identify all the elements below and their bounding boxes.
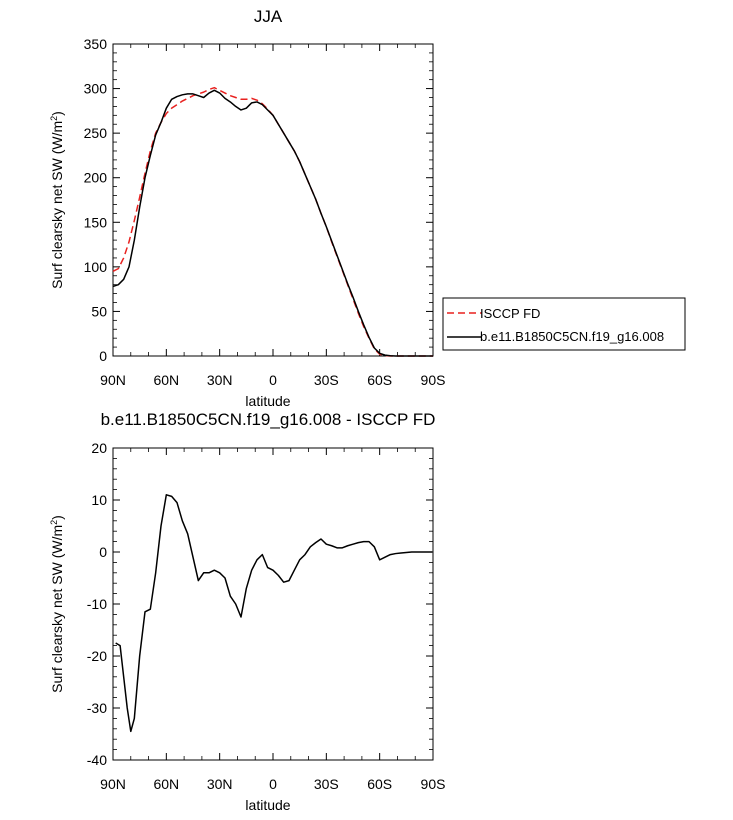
top-axis-ticks [112,43,434,357]
top-chart-title: JJA [254,7,283,26]
x-tick-label: 60S [367,776,392,792]
series-line-model [112,89,433,357]
y-tick-label: 0 [99,348,107,364]
x-tick-label: 90N [100,372,126,388]
x-tick-label: 90S [421,776,446,792]
x-tick-label: 0 [269,372,277,388]
x-tick-label: 30N [207,372,233,388]
y-tick-label: 0 [99,544,107,560]
legend-label-model: b.e11.B1850C5CN.f19_g16.008 [480,329,664,344]
y-tick-label: -20 [87,648,107,664]
top-tick-labels: 90N 60N 30N 0 30S 60S 90S 0 50 100 150 200 250 300 350 [84,36,446,388]
x-tick-label: 60N [153,372,179,388]
y-tick-label: -40 [87,752,107,768]
y-tick-label: -10 [87,596,107,612]
series-line-difference [115,494,433,733]
y-tick-label: 20 [91,440,107,456]
legend: ISCCP FD b.e11.B1850C5CN.f19_g16.008 [442,297,686,351]
top-x-axis-label: latitude [245,393,290,409]
y-tick-label: -30 [87,700,107,716]
top-series-lines [112,86,433,357]
y-tick-label: 300 [84,81,108,97]
bottom-series-lines [115,494,433,733]
x-tick-label: 60N [153,776,179,792]
x-tick-label: 0 [269,776,277,792]
y-tick-label: 350 [84,36,108,52]
x-tick-label: 30N [207,776,233,792]
bottom-tick-labels: 90N 60N 30N 0 30S 60S 90S -40 -30 -20 -10 0 10 20 [87,440,446,792]
bottom-y-axis-label: Surf clearsky net SW (W/m2) [49,515,65,693]
top-panel: JJA 90N 60N 30N 0 30S 60S 90S 0 50 100 150 200 250 30… [49,7,445,409]
legend-label-isccp: ISCCP FD [480,306,540,321]
y-tick-label: 250 [84,125,108,141]
x-tick-label: 30S [314,776,339,792]
x-tick-label: 60S [367,372,392,388]
legend-box [442,297,686,351]
bottom-panel: b.e11.B1850C5CN.f19_g16.008 - ISCCP FD 9… [49,410,445,813]
y-tick-label: 150 [84,214,108,230]
series-line-isccp-fd [112,86,433,357]
bottom-plot-frame [112,447,434,761]
y-tick-label: 50 [91,303,107,319]
x-tick-label: 30S [314,372,339,388]
top-plot-frame [112,43,434,357]
bottom-chart-title: b.e11.B1850C5CN.f19_g16.008 - ISCCP FD [101,410,436,429]
x-tick-label: 90S [421,372,446,388]
bottom-axis-ticks [112,447,434,761]
y-tick-label: 200 [84,170,108,186]
bottom-x-axis-label: latitude [245,797,290,813]
top-y-axis-label: Surf clearsky net SW (W/m2) [49,111,65,289]
y-tick-label: 100 [84,259,108,275]
y-tick-label: 10 [91,492,107,508]
x-tick-label: 90N [100,776,126,792]
